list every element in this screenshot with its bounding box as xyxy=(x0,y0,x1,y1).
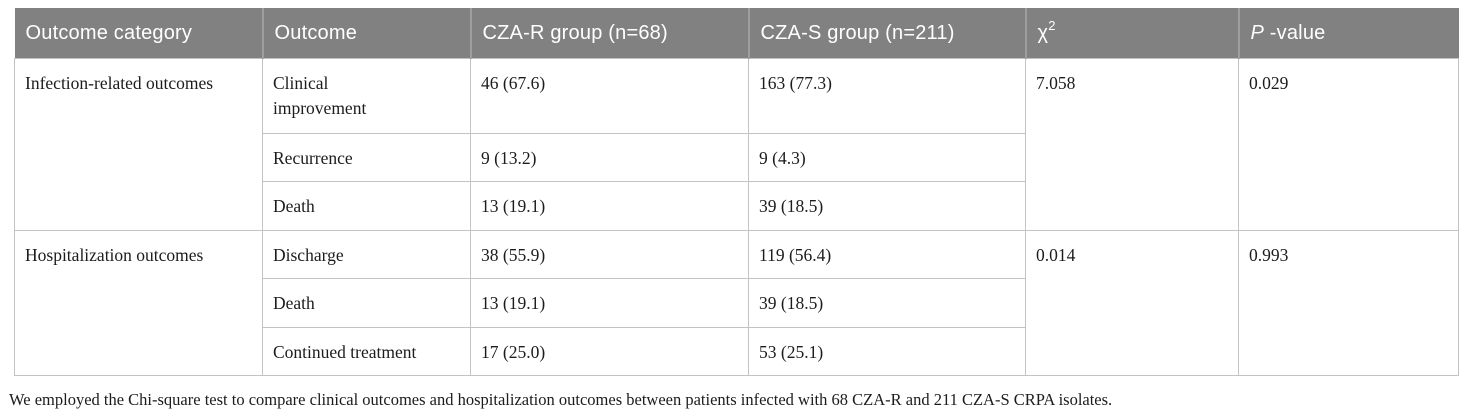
cell-outcome: Discharge xyxy=(262,229,471,280)
cell-cza-r-value: 9 (13.2) xyxy=(470,132,749,183)
table-footnote: We employed the Chi-square test to compa… xyxy=(9,390,1113,409)
p-value-suffix: -value xyxy=(1264,21,1326,44)
cell-chi-square-value: 0.014 xyxy=(1025,229,1239,376)
table-row: Continued treatment 17 (25.0) 53 (25.1) xyxy=(15,326,1459,376)
header-row: Outcome category Outcome CZA-R group (n=… xyxy=(14,8,1459,59)
cell-outcome: Continued treatment xyxy=(262,326,471,376)
cell-outcome: Death xyxy=(262,181,471,231)
cell-cza-s-value: 39 (18.5) xyxy=(748,181,1026,231)
table-row: Recurrence 9 (13.2) 9 (4.3) xyxy=(15,132,1459,183)
cell-category-hospitalization: Hospitalization outcomes xyxy=(14,229,263,376)
cell-category-infection: Infection-related outcomes xyxy=(14,58,263,231)
p-value-symbol: P xyxy=(1250,21,1265,44)
table-row: Death 13 (19.1) 39 (18.5) xyxy=(15,278,1459,328)
col-header-outcome: Outcome xyxy=(261,8,471,59)
col-header-p-value: P -value xyxy=(1237,8,1459,59)
table-row: Death 13 (19.1) 39 (18.5) xyxy=(15,181,1459,231)
cell-outcome: Death xyxy=(262,278,471,328)
cell-cza-r-value: 17 (25.0) xyxy=(470,326,749,376)
cell-cza-s-value: 53 (25.1) xyxy=(748,326,1026,376)
cell-cza-r-value: 38 (55.9) xyxy=(470,229,749,280)
cell-cza-s-value: 163 (77.3) xyxy=(748,58,1026,134)
cell-outcome-text: Clinical improvement xyxy=(273,73,367,119)
table-header: Outcome category Outcome CZA-R group (n=… xyxy=(14,8,1459,59)
outcomes-table: Outcome category Outcome CZA-R group (n=… xyxy=(14,8,1459,376)
cell-cza-s-value: 119 (56.4) xyxy=(748,229,1026,280)
paper-table-figure: Outcome category Outcome CZA-R group (n=… xyxy=(0,8,1460,414)
cell-outcome: Clinical improvement xyxy=(262,58,471,134)
chi-square-exponent: 2 xyxy=(1048,17,1056,33)
cell-cza-s-value: 39 (18.5) xyxy=(748,278,1026,328)
cell-cza-s-value: 9 (4.3) xyxy=(748,132,1026,183)
table-row: Infection-related outcomes Clinical impr… xyxy=(14,58,1459,231)
cell-p-value: 0.029 xyxy=(1238,58,1459,231)
table-body: Infection-related outcomes Clinical impr… xyxy=(14,58,1459,376)
cell-cza-r-value: 46 (67.6) xyxy=(470,58,749,134)
col-header-cza-s-group: CZA-S group (n=211) xyxy=(747,8,1026,59)
col-header-outcome-category: Outcome category xyxy=(14,8,263,59)
cell-cza-r-value: 13 (19.1) xyxy=(470,278,749,328)
cell-p-value: 0.993 xyxy=(1238,229,1459,376)
cell-cza-r-value: 13 (19.1) xyxy=(470,181,749,231)
chi-symbol: χ xyxy=(1037,21,1049,44)
cell-chi-square-value: 7.058 xyxy=(1025,58,1239,231)
table-row: Hospitalization outcomes Discharge 38 (5… xyxy=(14,229,1459,376)
cell-outcome: Recurrence xyxy=(262,132,471,183)
col-header-chi-square: χ2 xyxy=(1024,8,1239,59)
col-header-cza-r-group: CZA-R group (n=68) xyxy=(469,8,749,59)
